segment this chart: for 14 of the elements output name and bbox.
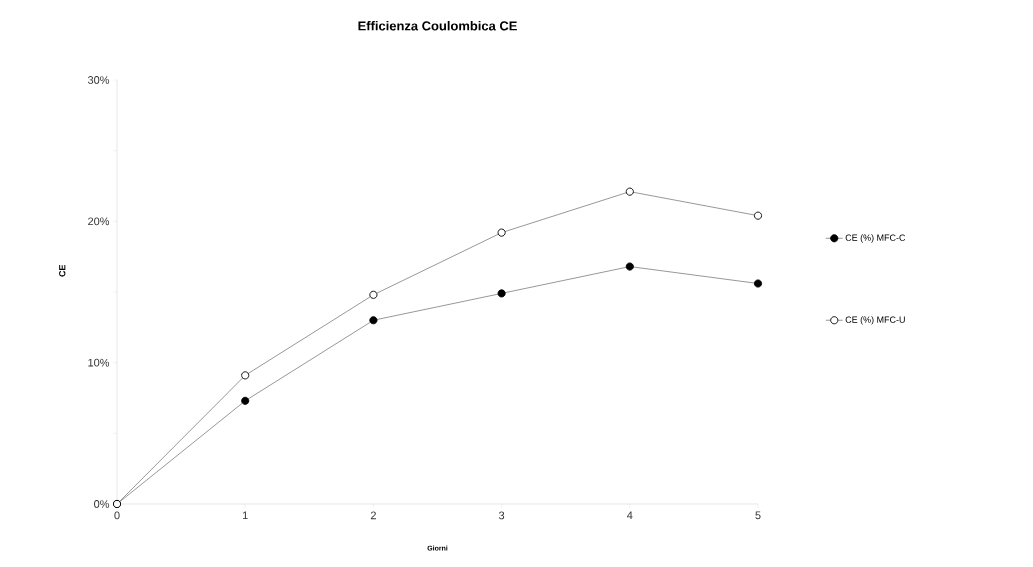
y-tick-label: 10% bbox=[88, 358, 110, 367]
y-axis-title: CE bbox=[59, 264, 66, 277]
x-tick-label: 4 bbox=[627, 511, 633, 520]
y-tick-label: 30% bbox=[87, 76, 110, 84]
x-tick-label: 5 bbox=[755, 511, 761, 520]
legend-label: CE (%) MFC-C bbox=[845, 234, 906, 243]
x-tick-label: 3 bbox=[498, 511, 505, 520]
x-tick-label: 1 bbox=[242, 511, 248, 520]
x-tick-label: 0 bbox=[114, 511, 120, 520]
x-tick-label: 2 bbox=[370, 511, 376, 520]
y-tick-label: 0% bbox=[94, 500, 110, 508]
y-tick-label: 20% bbox=[88, 217, 110, 226]
chart-title: Efficienza Coulombica CE bbox=[358, 20, 517, 31]
legend-label: CE (%) MFC-U bbox=[845, 316, 905, 325]
